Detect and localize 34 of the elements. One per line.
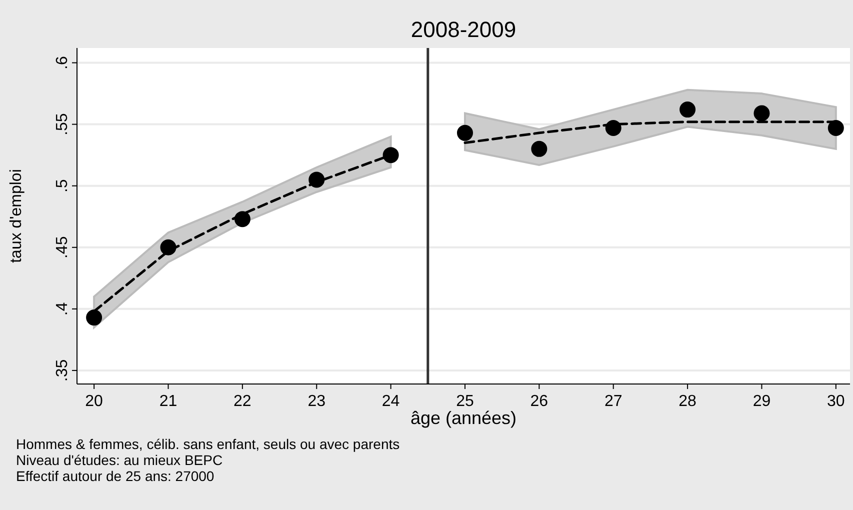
- text: Niveau d'études: au mieux BEPC: [16, 452, 223, 468]
- x-tick-label: 27: [604, 393, 622, 410]
- point: [86, 310, 102, 326]
- y-axis-title: taux d'emploi: [8, 169, 25, 263]
- y-tick-label: .4: [54, 302, 71, 316]
- x-tick-label: 26: [530, 393, 548, 410]
- x-tick-label: 22: [234, 393, 252, 410]
- x-tick-label: 23: [308, 393, 326, 410]
- y-tick-label: .45: [54, 236, 71, 259]
- point: [382, 147, 399, 164]
- x-tick-label: 20: [85, 393, 104, 410]
- x-tick-label: 29: [752, 393, 771, 410]
- x-axis-title: âge (années): [410, 408, 517, 428]
- point: [456, 124, 473, 141]
- point: [234, 211, 250, 228]
- y-tick-label: .35: [54, 359, 71, 382]
- y-tick-label: .5: [54, 179, 71, 193]
- point: [605, 120, 622, 136]
- text: Effectif autour de 25 ans: 27000: [16, 468, 214, 484]
- x-tick-label: 28: [678, 393, 697, 410]
- point: [754, 105, 770, 122]
- point: [680, 102, 696, 118]
- point: [531, 140, 548, 157]
- point: [160, 239, 176, 256]
- x-tick-label: 30: [827, 393, 845, 410]
- y-tick-label: .55: [54, 113, 71, 136]
- x-tick-label: 24: [382, 393, 400, 410]
- x-tick-label: 25: [456, 393, 474, 410]
- y-tick-label: .6: [54, 56, 71, 70]
- text: Hommes & femmes, célib. sans enfant, seuls ou avec parents: [16, 436, 400, 452]
- point: [308, 172, 325, 188]
- x-tick-label: 21: [159, 393, 178, 410]
- point: [828, 120, 844, 136]
- chart-title: 2008-2009: [410, 17, 516, 42]
